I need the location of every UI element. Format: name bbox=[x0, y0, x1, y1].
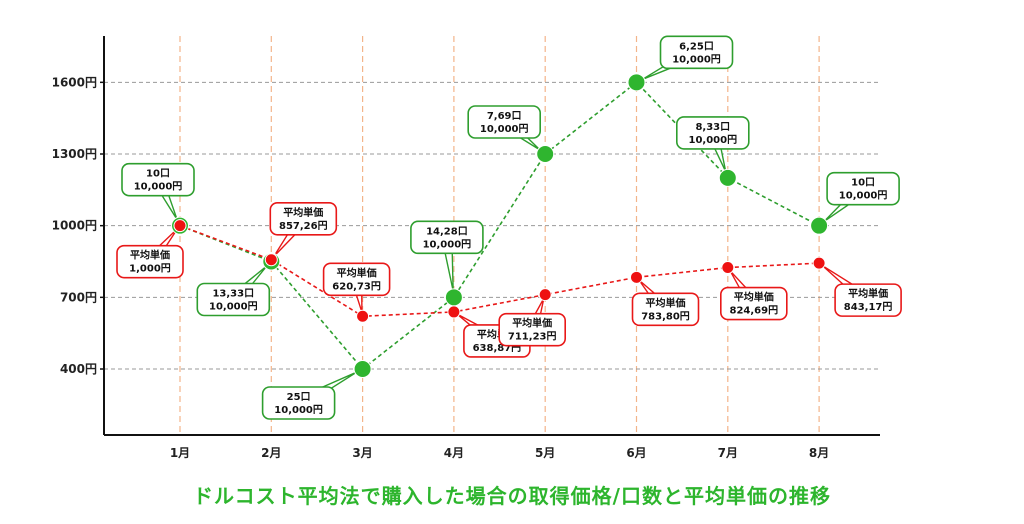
avg-callout-value: 1,000円 bbox=[129, 263, 171, 275]
x-tick-label: 8月 bbox=[809, 446, 829, 460]
callout-fill bbox=[662, 37, 731, 67]
price-callout-units: 13,33口 bbox=[212, 289, 254, 300]
tick-labels-layer: 400円 700円 1000円 1300円 1600円 1月 2月 3月 4月 5月 6月 7月 8月 bbox=[52, 75, 830, 460]
x-tick-label: 5月 bbox=[535, 446, 555, 460]
price-callout-units: 25口 bbox=[287, 392, 311, 403]
avg-point bbox=[630, 270, 643, 284]
callout-fill bbox=[828, 174, 898, 204]
avg-callout-label: 平均単価 bbox=[734, 291, 774, 304]
avg-callout-value: 711,23円 bbox=[508, 331, 557, 343]
avg-callout-label: 平均単価 bbox=[646, 296, 686, 309]
chart-title: ドルコスト平均法で購入した場合の取得価格/口数と平均単価の推移 bbox=[193, 484, 831, 508]
avg-point bbox=[356, 309, 370, 323]
callout-fill bbox=[836, 285, 900, 315]
callout-fill bbox=[118, 247, 182, 277]
price-point bbox=[718, 168, 737, 187]
callout-fill bbox=[469, 107, 539, 137]
y-tick-label: 400円 bbox=[60, 362, 97, 376]
avg-point bbox=[538, 288, 552, 302]
price-callout-units: 10口 bbox=[146, 169, 170, 180]
callout-fill bbox=[271, 204, 335, 234]
callout-fill bbox=[634, 294, 697, 324]
axes-layer bbox=[100, 36, 880, 436]
avg-point bbox=[173, 219, 187, 233]
callouts-layer: 10口10,000円13,33口10,000円25口10,000円14,28口1… bbox=[116, 35, 902, 420]
y-tick-label: 1000円 bbox=[52, 219, 97, 233]
avg-callout-label: 平均単価 bbox=[337, 266, 377, 279]
avg-callout-label: 平均単価 bbox=[512, 317, 552, 330]
callout-fill bbox=[264, 388, 334, 418]
y-tick-label: 700円 bbox=[60, 290, 97, 304]
x-tick-label: 4月 bbox=[444, 446, 464, 460]
price-callout-amount: 10,000円 bbox=[672, 53, 721, 65]
price-callout-units: 10口 bbox=[851, 178, 875, 189]
avg-point bbox=[812, 256, 826, 270]
price-callout-units: 7,69口 bbox=[487, 111, 522, 122]
avg-point bbox=[721, 261, 735, 275]
avg-callout-label: 平均単価 bbox=[283, 206, 323, 219]
avg-series-line bbox=[179, 224, 820, 318]
avg-callout-value: 620,73円 bbox=[332, 280, 381, 292]
x-tick-label: 6月 bbox=[626, 446, 646, 460]
callout-fill bbox=[198, 285, 268, 314]
y-tick-label: 1300円 bbox=[52, 147, 97, 161]
price-callout-units: 6,25口 bbox=[679, 41, 714, 52]
price-point bbox=[536, 145, 555, 163]
avg-callout-label: 平均単価 bbox=[848, 287, 888, 300]
avg-callout-value: 843,17円 bbox=[844, 301, 893, 313]
price-point bbox=[444, 288, 463, 307]
price-callout-units: 14,28口 bbox=[426, 226, 468, 237]
callout-fill bbox=[722, 289, 786, 319]
price-callout-amount: 10,000円 bbox=[134, 181, 183, 193]
callout-fill bbox=[123, 165, 193, 195]
price-callout-amount: 10,000円 bbox=[480, 123, 529, 135]
series-points-layer bbox=[171, 73, 829, 378]
price-callout-amount: 10,000円 bbox=[689, 134, 738, 146]
price-callout-amount: 10,000円 bbox=[839, 190, 888, 202]
avg-point bbox=[447, 305, 461, 319]
price-callout-amount: 10,000円 bbox=[423, 238, 472, 250]
x-tick-label: 2月 bbox=[261, 446, 281, 460]
price-series-line bbox=[179, 81, 820, 371]
price-point bbox=[353, 360, 372, 378]
x-tick-label: 3月 bbox=[352, 446, 372, 460]
price-callout-units: 8,33口 bbox=[695, 122, 730, 133]
callout-fill bbox=[500, 315, 564, 345]
avg-callout-value: 824,69円 bbox=[730, 305, 779, 317]
callout-fill bbox=[678, 118, 748, 148]
grid-layer bbox=[104, 36, 880, 435]
avg-point bbox=[264, 253, 278, 267]
x-tick-label: 1月 bbox=[170, 446, 190, 460]
avg-callout-value: 783,80円 bbox=[641, 310, 690, 322]
price-point bbox=[810, 216, 829, 235]
series-lines-layer bbox=[179, 81, 820, 371]
y-tick-label: 1600円 bbox=[52, 75, 97, 89]
x-tick-label: 7月 bbox=[718, 446, 738, 460]
price-callout-amount: 10,000円 bbox=[274, 404, 323, 416]
callout-fill bbox=[325, 264, 389, 294]
callout-fill bbox=[412, 222, 482, 252]
price-callout-amount: 10,000円 bbox=[209, 301, 258, 313]
price-point bbox=[627, 73, 646, 92]
avg-callout-label: 平均単価 bbox=[130, 249, 170, 262]
avg-callout-value: 857,26円 bbox=[279, 220, 328, 232]
